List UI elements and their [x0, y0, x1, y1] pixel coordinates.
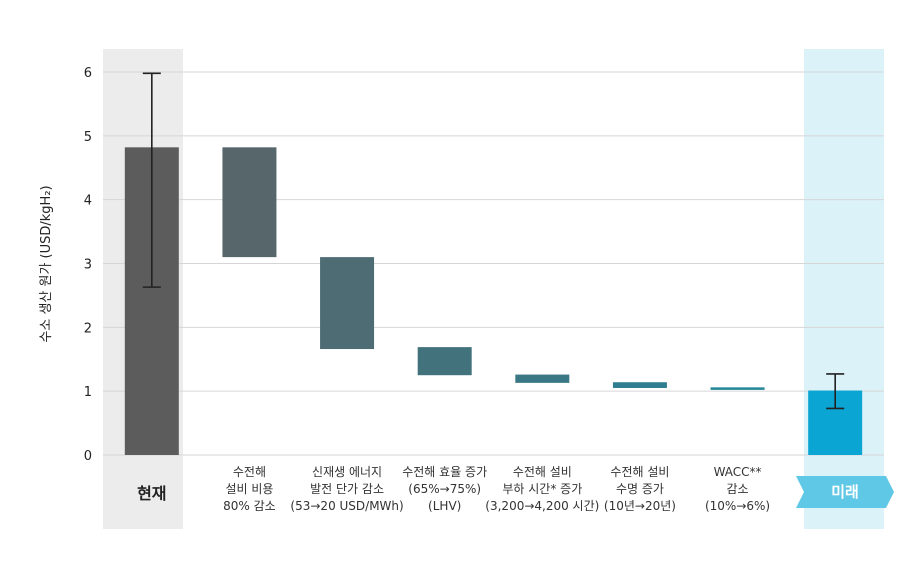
category-label-line: 수명 증가: [616, 482, 664, 496]
y-tick-label: 1: [84, 385, 92, 400]
bars: [124, 147, 863, 455]
category-label: 수전해 효율 증가 (65%→75%) (LHV): [402, 465, 487, 513]
category-label-line: 부하 시간* 증가: [502, 482, 582, 496]
y-tick-labels: 0 1 2 3 4 5 6: [84, 66, 92, 464]
category-label-line: 수전해 설비: [610, 465, 669, 479]
gridlines: [103, 71, 884, 456]
category-label-line: WACC**: [714, 465, 762, 479]
y-tick-label: 2: [84, 321, 92, 336]
category-label-line: (10년→20년): [604, 499, 676, 513]
y-tick-label: 3: [84, 258, 92, 273]
future-tag-shape: [796, 476, 894, 508]
category-label: WACC** 감소 (10%→6%): [705, 465, 770, 513]
bar: [222, 147, 277, 258]
category-label-line: (53→20 USD/MWh): [290, 499, 403, 513]
y-tick-label: 4: [84, 194, 92, 209]
category-label-future: 미래: [831, 483, 859, 501]
bar: [515, 374, 570, 383]
y-tick-label: 0: [84, 449, 92, 464]
category-label-line: 80% 감소: [223, 499, 276, 513]
category-label-line: 설비 비용: [225, 482, 273, 496]
category-label-line: 수전해 효율 증가: [402, 465, 487, 479]
error-bars: [142, 72, 845, 410]
y-tick-label: 6: [84, 66, 92, 81]
bar: [612, 382, 667, 388]
y-axis-label: 수소 생산 원가 (USD/kgH₂): [39, 185, 54, 342]
category-label-line: 감소: [727, 482, 749, 496]
bar: [417, 347, 472, 376]
category-label-now: 현재: [137, 484, 166, 503]
category-label-line: 수전해: [233, 465, 266, 479]
bar: [710, 387, 765, 390]
category-label-line: 신재생 에너지: [312, 465, 382, 479]
bar: [320, 257, 375, 350]
category-label-line: (10%→6%): [705, 499, 770, 513]
category-label-line: (65%→75%): [408, 482, 481, 496]
future-band: [804, 49, 884, 529]
category-label-line: 발전 단가 감소: [310, 482, 384, 496]
y-tick-label: 5: [84, 130, 92, 145]
category-label-line: (LHV): [428, 499, 461, 513]
category-label-line: 수전해 설비: [513, 465, 572, 479]
category-label-line: (3,200→4,200 시간): [485, 499, 599, 513]
